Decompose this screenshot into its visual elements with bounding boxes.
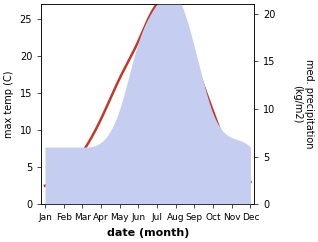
Y-axis label: med. precipitation
(kg/m2): med. precipitation (kg/m2) bbox=[292, 60, 314, 149]
X-axis label: date (month): date (month) bbox=[107, 228, 189, 238]
Y-axis label: max temp (C): max temp (C) bbox=[4, 70, 14, 138]
